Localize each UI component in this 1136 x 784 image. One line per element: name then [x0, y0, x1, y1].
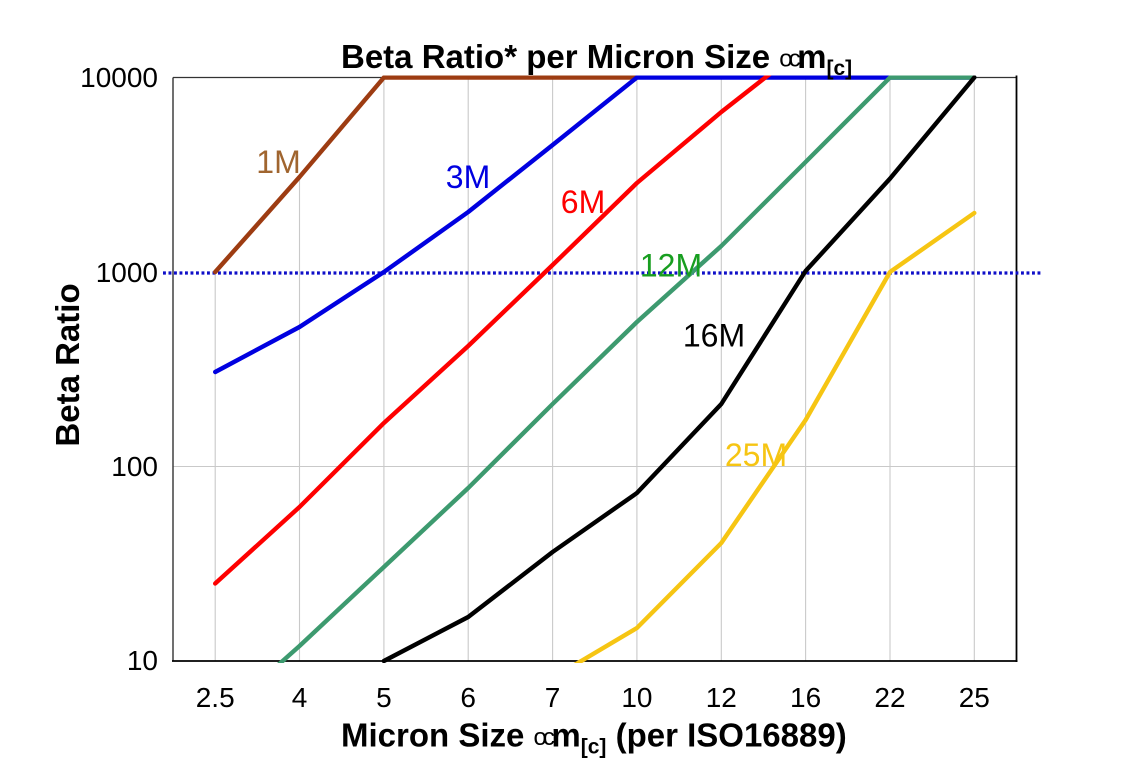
svg-text:6M: 6M — [561, 184, 605, 220]
svg-text:1000: 1000 — [96, 257, 158, 288]
svg-text:12M: 12M — [640, 248, 702, 284]
svg-text:3M: 3M — [446, 159, 490, 195]
svg-text:16: 16 — [790, 682, 821, 713]
svg-text:100: 100 — [111, 451, 158, 482]
svg-text:25: 25 — [959, 682, 990, 713]
svg-text:16M: 16M — [683, 318, 745, 354]
svg-text:1M: 1M — [256, 144, 300, 180]
svg-text:25M: 25M — [725, 437, 787, 473]
svg-text:4: 4 — [292, 682, 308, 713]
svg-text:Beta Ratio* per Micron Size oc: Beta Ratio* per Micron Size ocm[c] — [341, 38, 852, 80]
svg-text:22: 22 — [874, 682, 905, 713]
svg-text:10: 10 — [621, 682, 652, 713]
svg-text:6: 6 — [460, 682, 476, 713]
svg-text:Beta Ratio: Beta Ratio — [49, 283, 86, 446]
svg-text:10: 10 — [127, 645, 158, 676]
svg-text:10000: 10000 — [80, 62, 158, 93]
svg-text:Micron Size ocm[c] (per ISO168: Micron Size ocm[c] (per ISO16889) — [341, 717, 847, 759]
svg-text:5: 5 — [376, 682, 392, 713]
svg-text:2.5: 2.5 — [196, 682, 235, 713]
svg-text:7: 7 — [545, 682, 561, 713]
svg-text:12: 12 — [706, 682, 737, 713]
